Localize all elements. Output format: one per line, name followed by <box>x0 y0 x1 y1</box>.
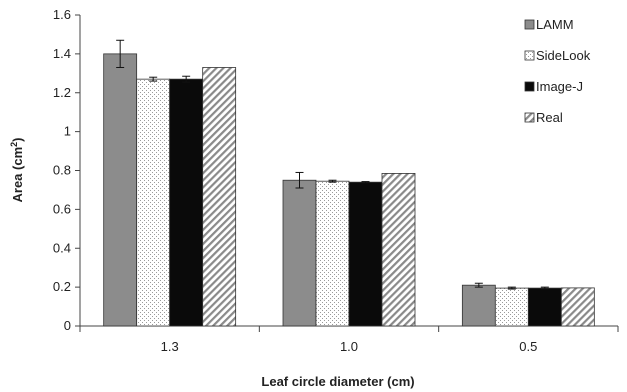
legend-swatch-sidelook <box>524 50 535 61</box>
y-tick-label: 0.8 <box>53 163 71 178</box>
y-tick-label: 0 <box>64 318 71 333</box>
y-tick-label: 0.6 <box>53 201 71 216</box>
y-tick-label: 1.4 <box>53 46 71 61</box>
y-tick-label: 0.2 <box>53 279 71 294</box>
bar-image-j-1_3 <box>169 78 204 327</box>
x-tick-label: 1.3 <box>161 339 179 354</box>
y-tick-label: 1.2 <box>53 85 71 100</box>
bar-image-j-0_5 <box>527 287 562 327</box>
y-tick-label: 1.6 <box>53 7 71 22</box>
legend: LAMM SideLook Image-J Real <box>524 17 591 125</box>
legend-label-sidelook: SideLook <box>536 48 591 63</box>
y-axis-title: Area (cm2) <box>9 138 25 203</box>
y-tick-label: 0.4 <box>53 240 71 255</box>
x-axis-title: Leaf circle diameter (cm) <box>261 374 414 389</box>
legend-swatch-lamm <box>524 19 535 30</box>
bar-sidelook-0_5 <box>494 287 529 327</box>
bar-real-1_0 <box>381 173 416 327</box>
x-axis: 1.3 1.0 0.5 <box>79 325 619 354</box>
legend-label-lamm: LAMM <box>536 17 574 32</box>
bars <box>103 39 595 327</box>
bar-lamm-0_5 <box>461 284 496 327</box>
legend-swatch-image-j <box>524 81 535 92</box>
y-tick-label: 1 <box>64 124 71 139</box>
bar-sidelook-1_0 <box>315 180 350 327</box>
bar-real-0_5 <box>560 287 595 327</box>
bar-lamm-1_3 <box>103 53 138 327</box>
bar-sidelook-1_3 <box>136 78 171 327</box>
x-tick-label: 1.0 <box>340 339 358 354</box>
legend-label-image-j: Image-J <box>536 79 583 94</box>
bar-real-1_3 <box>202 67 237 327</box>
legend-swatch-real <box>524 112 535 123</box>
y-axis: 0 0.2 0.4 0.6 0.8 1 1.2 1.4 1.6 <box>53 7 81 333</box>
legend-label-real: Real <box>536 110 563 125</box>
bar-image-j-1_0 <box>348 181 383 327</box>
x-tick-label: 0.5 <box>519 339 537 354</box>
bar-lamm-1_0 <box>282 179 317 327</box>
